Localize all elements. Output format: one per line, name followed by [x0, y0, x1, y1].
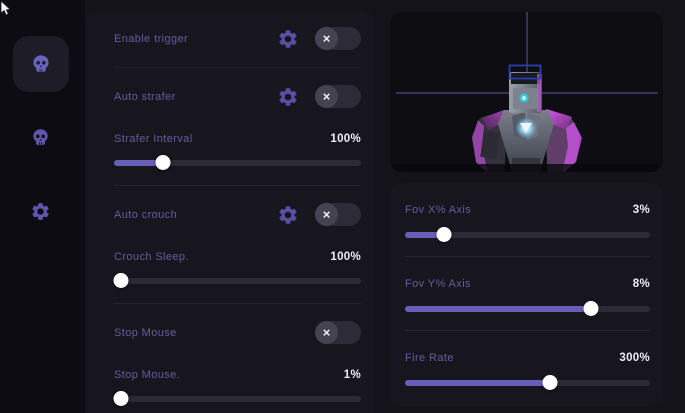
stop-mouse-slider[interactable]: [113, 391, 361, 406]
crouch-sleep-label: Crouch Sleep.: [114, 251, 189, 263]
slider-fill: [405, 232, 445, 238]
auto-strafer-label: Auto strafer: [114, 90, 176, 103]
slider-fill: [405, 380, 550, 386]
divider: [405, 256, 650, 257]
fov-x-slider[interactable]: [405, 227, 650, 242]
slider-track[interactable]: [114, 396, 361, 402]
slider-thumb[interactable]: [113, 391, 129, 406]
row-stop-mouse: Stop Mouse ×: [114, 304, 361, 361]
fov-x-label: Fov X% Axis: [405, 204, 472, 216]
fire-rate-value: 300%: [619, 352, 650, 364]
divider: [114, 185, 361, 186]
enable-trigger-toggle[interactable]: ×: [315, 27, 361, 50]
stop-mouse-label: Stop Mouse: [114, 326, 177, 339]
sidebar-item-skull-secondary[interactable]: [31, 128, 50, 147]
divider: [405, 330, 650, 331]
slider-track[interactable]: [405, 232, 650, 238]
enable-trigger-label: Enable trigger: [114, 32, 189, 45]
auto-crouch-label: Auto crouch: [114, 208, 178, 221]
slider-track[interactable]: [114, 278, 361, 284]
divider: [114, 67, 361, 68]
stop-mouse-value: 1%: [343, 369, 361, 381]
fov-y-value: 8%: [632, 278, 650, 290]
sidebar-item-aim-active[interactable]: [13, 36, 69, 92]
crouch-sleep-slider[interactable]: [113, 273, 361, 288]
slider-thumb[interactable]: [583, 301, 599, 316]
crouch-sleep-row: Crouch Sleep. 100%: [114, 243, 361, 267]
fov-y-slider[interactable]: [405, 301, 650, 316]
toggle-off-icon: ×: [315, 321, 338, 344]
slider-thumb[interactable]: [542, 375, 558, 390]
strafer-interval-slider[interactable]: [114, 155, 361, 170]
slider-fill: [405, 306, 592, 312]
stop-mouse-slider-row: Stop Mouse. 1%: [114, 361, 361, 385]
strafer-interval-label: Strafer Interval: [114, 133, 193, 145]
row-auto-strafer: Auto strafer ×: [114, 68, 361, 125]
fov-x-row: Fov X% Axis 3%: [405, 183, 650, 242]
stop-mouse-toggle[interactable]: ×: [315, 321, 361, 344]
toggle-off-icon: ×: [315, 27, 338, 50]
toggle-off-icon: ×: [315, 85, 338, 108]
settings-panel: Enable trigger × Auto strafer × Strafer …: [86, 10, 374, 413]
auto-crouch-toggle[interactable]: ×: [315, 203, 361, 226]
slider-fill: [114, 160, 164, 166]
slider-thumb[interactable]: [113, 273, 129, 288]
sidebar: [0, 0, 85, 413]
fov-x-value: 3%: [632, 204, 650, 216]
character-preview-viewport: [390, 12, 663, 172]
skull-icon: [31, 54, 51, 74]
stop-mouse-slider-label: Stop Mouse.: [114, 369, 181, 381]
row-auto-crouch: Auto crouch ×: [114, 186, 361, 243]
strafer-interval-value: 100%: [330, 133, 361, 145]
gear-icon[interactable]: [277, 204, 299, 226]
gear-icon[interactable]: [277, 28, 299, 50]
gear-icon[interactable]: [277, 86, 299, 108]
sidebar-item-settings[interactable]: [30, 201, 51, 222]
divider: [114, 303, 361, 304]
fov-y-row: Fov Y% Axis 8%: [405, 257, 650, 316]
strafer-interval-row: Strafer Interval 100%: [114, 125, 361, 149]
fire-rate-slider[interactable]: [405, 375, 650, 390]
slider-track[interactable]: [114, 160, 361, 166]
slider-thumb[interactable]: [155, 155, 171, 170]
head-target-box: [508, 64, 542, 80]
crouch-sleep-value: 100%: [330, 251, 361, 263]
fire-rate-label: Fire Rate: [405, 352, 454, 364]
row-enable-trigger: Enable trigger ×: [114, 10, 361, 67]
fov-y-label: Fov Y% Axis: [405, 278, 471, 290]
gear-icon: [30, 201, 51, 222]
auto-strafer-toggle[interactable]: ×: [315, 85, 361, 108]
fire-rate-row: Fire Rate 300%: [405, 331, 650, 390]
toggle-off-icon: ×: [315, 203, 338, 226]
robot-preview-render: [390, 12, 663, 172]
skull-icon: [31, 128, 50, 147]
aim-settings-panel: Fov X% Axis 3% Fov Y% Axis 8% Fire Rate …: [390, 183, 663, 407]
slider-thumb[interactable]: [436, 227, 452, 242]
